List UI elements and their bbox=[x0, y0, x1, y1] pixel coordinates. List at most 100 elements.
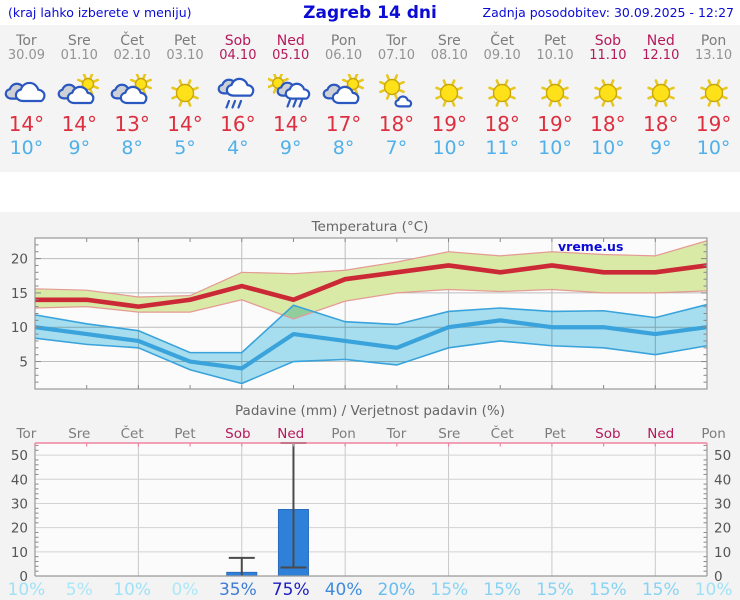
day-name-label: Pon bbox=[700, 33, 727, 49]
min-temp-line bbox=[34, 318, 708, 371]
precip-day-label: Pet bbox=[174, 426, 196, 442]
day-name-label: Sob bbox=[594, 33, 622, 49]
weather-icon-sunny bbox=[479, 74, 525, 112]
temp-axis-tick-label: 20 bbox=[11, 252, 28, 268]
precip-day-label: Pon bbox=[701, 426, 726, 442]
high-temperature: 19° bbox=[431, 111, 468, 136]
weather-icon-sun-cloud bbox=[56, 72, 102, 112]
precip-axis-tick-label: 20 bbox=[714, 521, 731, 537]
day-date-label: 10.10 bbox=[536, 47, 574, 63]
day-name-label: Ned bbox=[276, 33, 305, 49]
day-date-label: 02.10 bbox=[113, 47, 151, 63]
watermark: vreme.us bbox=[558, 239, 624, 254]
day-name-label: Tor bbox=[386, 33, 407, 49]
high-temperature: 17° bbox=[325, 111, 362, 136]
precip-day-label: Tor bbox=[386, 426, 407, 442]
precipitation-probability: 10% bbox=[113, 580, 152, 600]
weather-icon-sunny bbox=[426, 74, 472, 112]
precipitation-probability: 20% bbox=[377, 580, 416, 600]
precipitation-probability: 15% bbox=[430, 580, 469, 600]
high-temperature: 18° bbox=[484, 111, 520, 136]
low-temperature: 10° bbox=[432, 136, 467, 159]
temp-axis-tick-label: 15 bbox=[11, 286, 28, 302]
precipitation-probability: 15% bbox=[588, 580, 627, 600]
precip-day-label: Sob bbox=[225, 426, 251, 442]
weather-icon-rain bbox=[215, 74, 261, 112]
forecast-day-column: Ned 12.10 18° 9° bbox=[634, 25, 687, 172]
precip-day-label: Sre bbox=[68, 426, 91, 442]
precipitation-probability: 0% bbox=[171, 580, 199, 600]
precipitation-day-labels: Tor Sre Čet Pet Sob Ned Pon Tor Sre Čet Pet Sob Ned P… bbox=[0, 426, 740, 442]
precip-day-label: Sob bbox=[595, 426, 621, 442]
day-date-label: 09.10 bbox=[483, 47, 521, 63]
day-date-label: 11.10 bbox=[589, 47, 627, 63]
low-temperature: 9° bbox=[649, 136, 672, 159]
precip-axis-tick-label: 30 bbox=[11, 496, 28, 512]
day-name-label: Čet bbox=[490, 33, 515, 49]
weather-icon-sun-small-cloud bbox=[373, 74, 419, 112]
temperature-chart-title: Temperatura (°C) bbox=[311, 219, 429, 235]
low-temperature: 8° bbox=[121, 136, 143, 159]
precip-day-label: Čet bbox=[120, 426, 144, 442]
precip-day-label: Tor bbox=[16, 426, 37, 442]
precipitation-probability: 40% bbox=[324, 580, 363, 600]
forecast-day-column: Tor 30.09 14° 10° bbox=[0, 25, 53, 172]
precip-axis-tick-label: 10 bbox=[11, 545, 28, 561]
precip-axis-tick-label: 50 bbox=[714, 448, 731, 464]
day-date-label: 03.10 bbox=[166, 47, 204, 63]
precipitation-probability: 10% bbox=[7, 580, 46, 600]
precipitation-probability-row: 10% 5% 10% 0% 35% 75% 40% 20% 15% 15% 15% 15% 15% 10% bbox=[0, 580, 740, 600]
high-temperature: 16° bbox=[220, 111, 256, 136]
forecast-day-column: Pet 03.10 14° 5° bbox=[159, 25, 212, 172]
precip-axis-tick-label: 10 bbox=[714, 545, 731, 561]
day-date-label: 12.10 bbox=[642, 47, 680, 63]
precipitation-probability: 75% bbox=[271, 580, 310, 600]
low-temperature: 5° bbox=[174, 136, 196, 159]
precip-axis-tick-label: 40 bbox=[714, 472, 731, 488]
low-temperature: 9° bbox=[279, 136, 302, 159]
precipitation-probability: 10% bbox=[694, 580, 733, 600]
precipitation-probability: 15% bbox=[483, 580, 522, 600]
low-temperature: 7° bbox=[385, 136, 408, 159]
precip-day-label: Ned bbox=[647, 426, 675, 442]
precipitation-probability: 35% bbox=[218, 580, 257, 600]
forecast-day-column: Pet 10.10 19° 10° bbox=[529, 25, 582, 172]
weather-icon-sun-rain bbox=[266, 72, 314, 112]
forecast-day-column: Sre 08.10 19° 10° bbox=[423, 25, 476, 172]
high-temperature: 14° bbox=[8, 111, 45, 136]
day-date-label: 04.10 bbox=[219, 47, 257, 63]
precip-day-label: Pon bbox=[331, 426, 356, 442]
weather-icon-cloudy bbox=[3, 74, 49, 112]
weather-icon-sunny bbox=[162, 74, 208, 112]
precipitation-probability: 5% bbox=[65, 580, 93, 600]
max-temp-band bbox=[35, 240, 707, 319]
precip-axis-tick-label: 50 bbox=[11, 448, 28, 464]
high-temperature: 14° bbox=[61, 111, 98, 136]
forecast-day-column: Sre 01.10 14° 9° bbox=[53, 25, 106, 172]
day-date-label: 07.10 bbox=[377, 47, 416, 63]
forecast-day-column: Sob 11.10 18° 10° bbox=[581, 25, 634, 172]
page-title: Zagreb 14 dni bbox=[303, 3, 437, 23]
weather-icon-sunny bbox=[638, 74, 684, 112]
high-temperature: 13° bbox=[114, 111, 150, 136]
low-temperature: 10° bbox=[538, 136, 572, 159]
low-temperature: 8° bbox=[332, 136, 355, 159]
weather-icon-sunny bbox=[691, 74, 737, 112]
high-temperature: 19° bbox=[537, 111, 573, 136]
forecast-day-column: Pon 06.10 17° 8° bbox=[317, 25, 370, 172]
precipitation-chart: 0 0 10 10 20 20 30 30 40 40 50 50 bbox=[11, 442, 731, 585]
forecast-strip: Tor 30.09 14° 10° Sre 01.10 14° 9° Čet 02.10 13° 8°… bbox=[0, 25, 740, 172]
weather-icon-sunny bbox=[532, 74, 578, 112]
forecast-day-column: Sob 04.10 16° 4° bbox=[211, 25, 264, 172]
high-temperature: 18° bbox=[590, 111, 626, 136]
high-temperature: 18° bbox=[643, 111, 679, 136]
forecast-day-column: Ned 05.10 14° 9° bbox=[264, 25, 317, 172]
precip-day-label: Sre bbox=[438, 426, 461, 442]
last-update-label: Zadnja posodobitev: 30.09.2025 - 12:27 bbox=[482, 5, 734, 20]
precip-axis-tick-label: 30 bbox=[714, 496, 731, 512]
precip-axis-tick-label: 20 bbox=[11, 521, 28, 537]
day-name-label: Pet bbox=[173, 33, 197, 49]
precip-day-label: Ned bbox=[277, 426, 305, 442]
precipitation-probability: 15% bbox=[641, 580, 680, 600]
precipitation-chart-title: Padavine (mm) / Verjetnost padavin (%) bbox=[235, 403, 505, 419]
